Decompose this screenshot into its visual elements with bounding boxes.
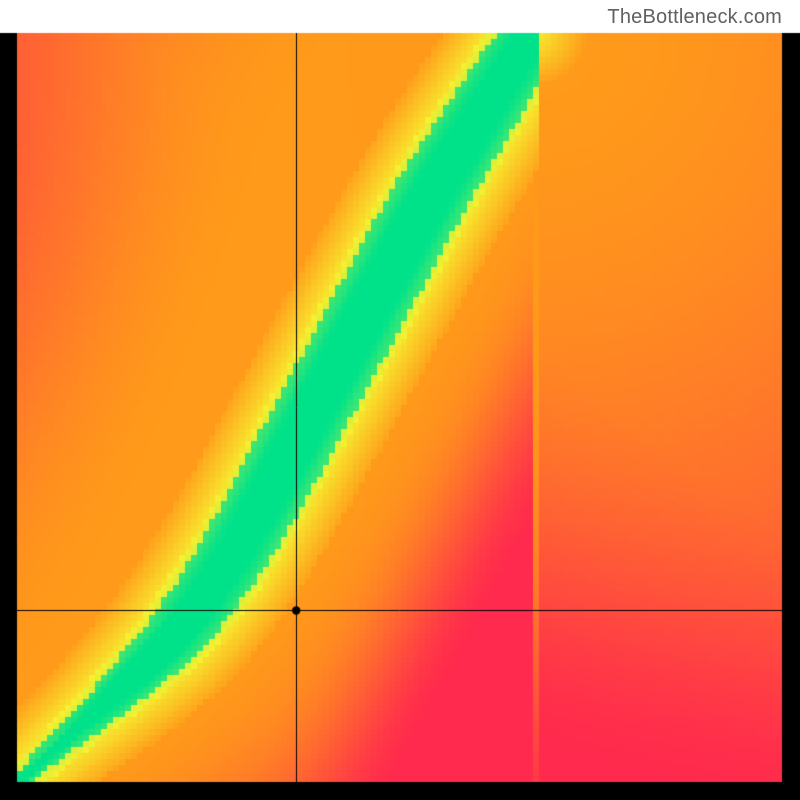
watermark-text: TheBottleneck.com <box>607 6 782 29</box>
bottleneck-heatmap <box>0 0 800 800</box>
